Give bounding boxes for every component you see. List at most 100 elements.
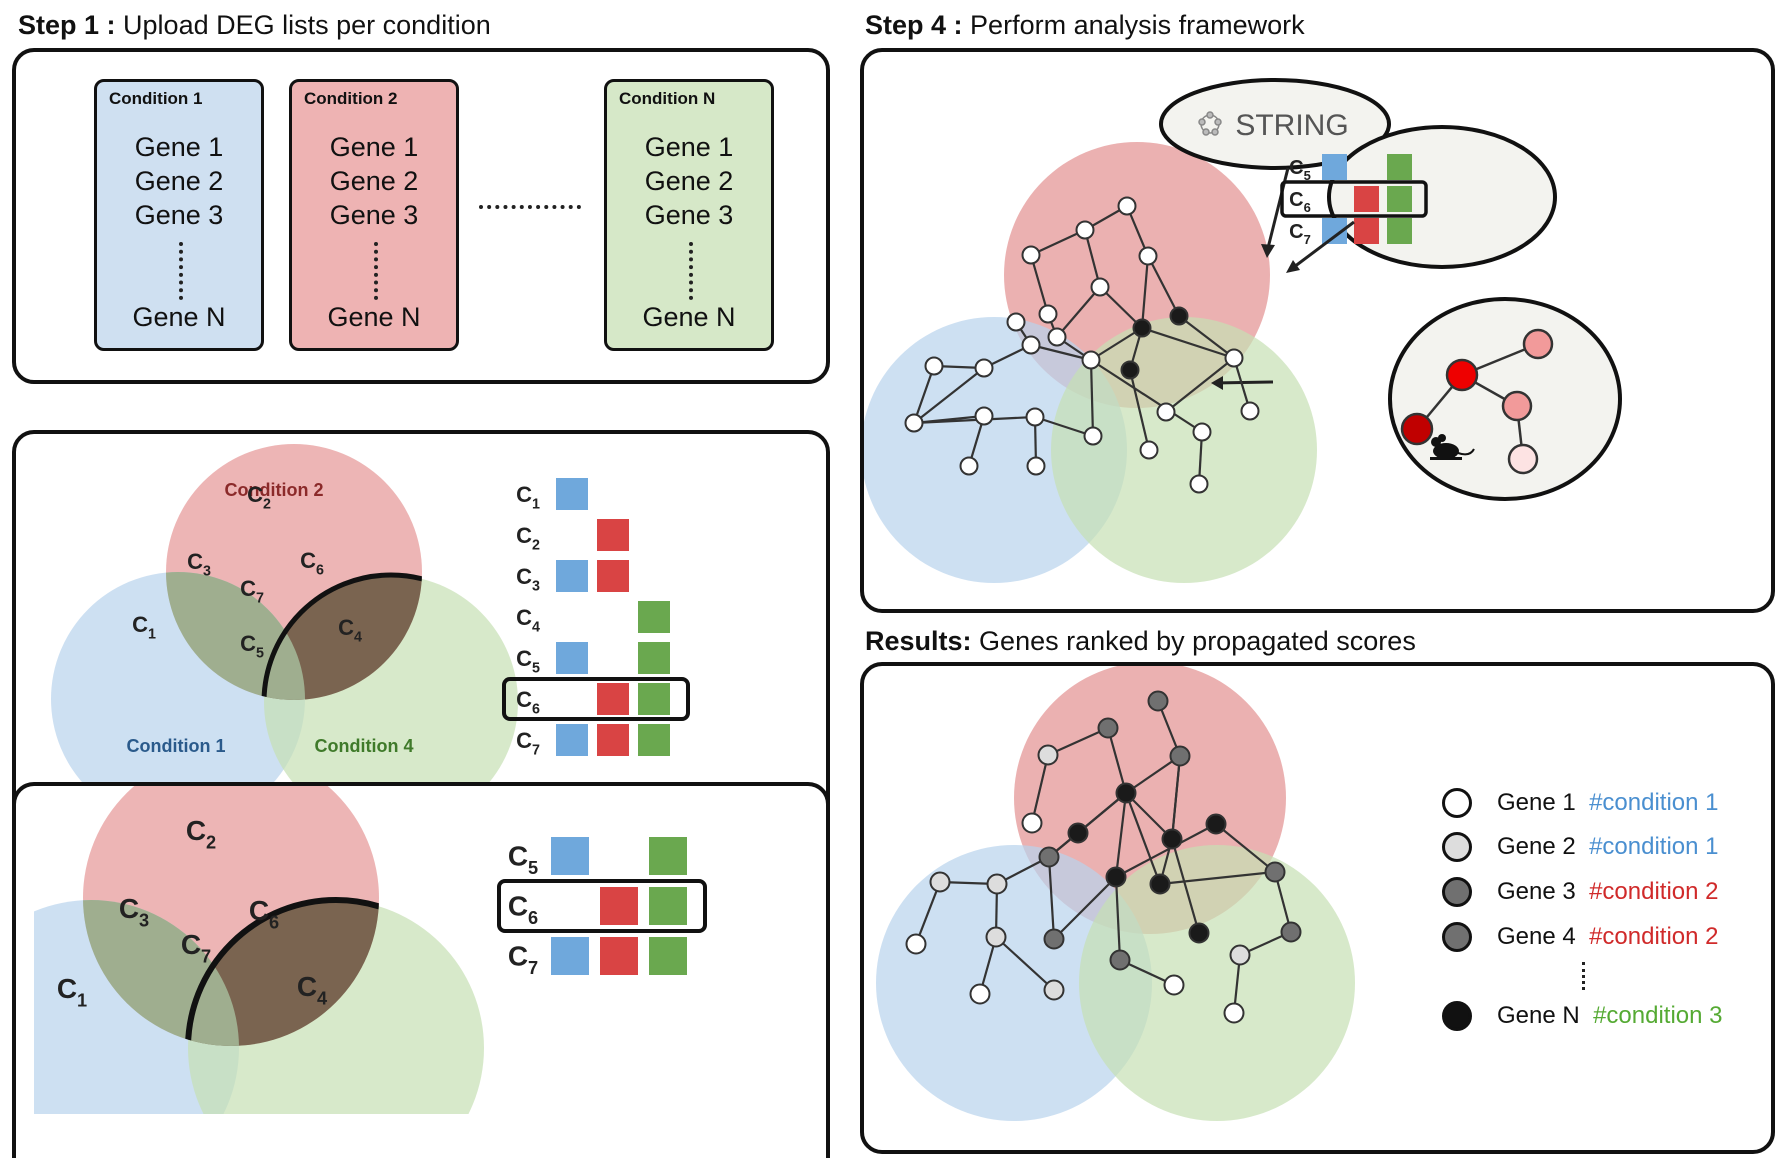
network-node xyxy=(1097,717,1119,739)
network-node xyxy=(929,871,951,893)
network-node xyxy=(1026,456,1046,476)
ellipsis-dots xyxy=(374,242,378,300)
step1-text: Upload DEG lists per condition xyxy=(123,10,491,40)
gene-item: Gene N xyxy=(642,302,736,332)
step4-text: Perform analysis framework xyxy=(970,10,1305,40)
ranked-network xyxy=(905,690,1302,1024)
network-node xyxy=(1083,426,1103,446)
membership-label-c5: C5 xyxy=(508,841,538,878)
membership-cell-green xyxy=(638,601,670,633)
membership-cell-red xyxy=(597,724,629,756)
network-node xyxy=(1156,402,1176,422)
network-edge xyxy=(1215,823,1276,873)
bubble-label-c7: C7 xyxy=(1289,221,1311,247)
network-node xyxy=(1205,813,1227,835)
step1-panel: Condition 1 Gene 1 Gene 2 Gene 3 Gene N … xyxy=(12,48,830,384)
step2-venn-svg: Condition 2 Condition 1 Condition 4 C1 C2… xyxy=(51,444,690,829)
c6-outline xyxy=(261,572,422,700)
network-edge xyxy=(1030,343,1092,362)
network-edge xyxy=(1029,254,1050,315)
result-circle-blue xyxy=(876,845,1152,1121)
network-edge xyxy=(1141,326,1235,360)
bubble-cell-green xyxy=(1387,218,1412,244)
network-edge xyxy=(1114,792,1128,878)
network-node xyxy=(1043,979,1065,1001)
network-node xyxy=(905,933,927,955)
network-node xyxy=(1189,474,1209,494)
zoom-membership-table: C5 C6 C7 xyxy=(497,837,707,978)
membership-cell-blue xyxy=(551,837,589,875)
membership-cell-red xyxy=(597,519,629,551)
seed-tree xyxy=(1400,328,1554,475)
network-edge xyxy=(1090,359,1203,433)
network-edge xyxy=(1140,255,1150,329)
gene-item: Gene 1 xyxy=(644,132,734,162)
condition-box-title: Condition N xyxy=(619,89,716,108)
membership-cell-green xyxy=(649,937,687,975)
legend-tag: #condition 1 xyxy=(1589,789,1719,816)
selection-arrow xyxy=(1293,220,1355,269)
network-node xyxy=(1006,312,1026,332)
membership-label-c5: C5 xyxy=(516,646,540,677)
network-edge xyxy=(1115,823,1217,878)
selected-row-highlight xyxy=(497,879,707,933)
network-node xyxy=(1132,318,1152,338)
membership-label-c2: C2 xyxy=(516,523,540,554)
network-edge xyxy=(913,367,985,424)
membership-cell-blue xyxy=(556,642,588,674)
legend-gene: Gene 1 xyxy=(1497,789,1576,816)
seed-arrow xyxy=(1213,380,1274,385)
ellipsis-dots xyxy=(179,242,183,300)
network-edge xyxy=(1047,726,1109,757)
string-arrow xyxy=(1266,167,1290,249)
legend-tag: #condition 2 xyxy=(1589,923,1719,950)
gene-item: Gene N xyxy=(327,302,421,332)
selection-bubble xyxy=(1327,125,1557,269)
network-node xyxy=(1075,220,1095,240)
network-node xyxy=(986,873,1008,895)
network-edge xyxy=(1034,415,1094,438)
membership-cell-red xyxy=(597,560,629,592)
network-node xyxy=(1021,245,1041,265)
gene-item: Gene N xyxy=(132,302,226,332)
membership-cell-green xyxy=(638,642,670,674)
ppi-network xyxy=(904,196,1260,494)
network-node xyxy=(1021,335,1041,355)
membership-table: C1 C2 C3 C4 C5 C6 C7 xyxy=(502,478,690,759)
legend-node-icon xyxy=(1442,788,1472,818)
network-node xyxy=(1224,348,1244,368)
membership-label-c3: C3 xyxy=(516,564,540,595)
gene-item: Gene 2 xyxy=(644,166,734,196)
network-edge xyxy=(1053,876,1117,940)
step1-number: Step 1 : xyxy=(18,10,116,40)
legend-ellipsis xyxy=(1582,962,1585,990)
network-edge xyxy=(912,365,936,424)
results-panel: Gene 1 #condition 1 Gene 2 #condition 1 … xyxy=(860,662,1775,1154)
zoom-region-c7 xyxy=(83,900,239,1046)
membership-cell-blue xyxy=(551,937,589,975)
net-circle-blue xyxy=(864,317,1127,583)
network-edge xyxy=(1056,286,1101,338)
membership-label-c7: C7 xyxy=(516,728,540,759)
network-node xyxy=(1229,944,1251,966)
condition-box-n: Condition N Gene 1 Gene 2 Gene 3 Gene N xyxy=(604,79,774,351)
network-edge xyxy=(1147,255,1180,317)
network-node xyxy=(1161,828,1183,850)
network-node xyxy=(985,926,1007,948)
network-edge xyxy=(1030,229,1086,256)
network-edge xyxy=(995,936,1055,991)
network-node xyxy=(1138,246,1158,266)
network-edge xyxy=(1124,792,1162,885)
results-network-svg xyxy=(876,666,1355,1121)
network-edge xyxy=(1047,856,1056,940)
network-node xyxy=(1043,928,1065,950)
network-edge xyxy=(1106,727,1128,794)
bubble-cell-green xyxy=(1387,186,1412,212)
condition-box-2: Condition 2 Gene 1 Gene 2 Gene 3 Gene N xyxy=(289,79,459,351)
network-node xyxy=(1067,822,1089,844)
membership-cell-blue xyxy=(556,560,588,592)
network-node xyxy=(1280,921,1302,943)
step4-title: Step 4 : Perform analysis framework xyxy=(865,10,1305,41)
step4-number: Step 4 : xyxy=(865,10,963,40)
membership-cell-red xyxy=(600,937,638,975)
